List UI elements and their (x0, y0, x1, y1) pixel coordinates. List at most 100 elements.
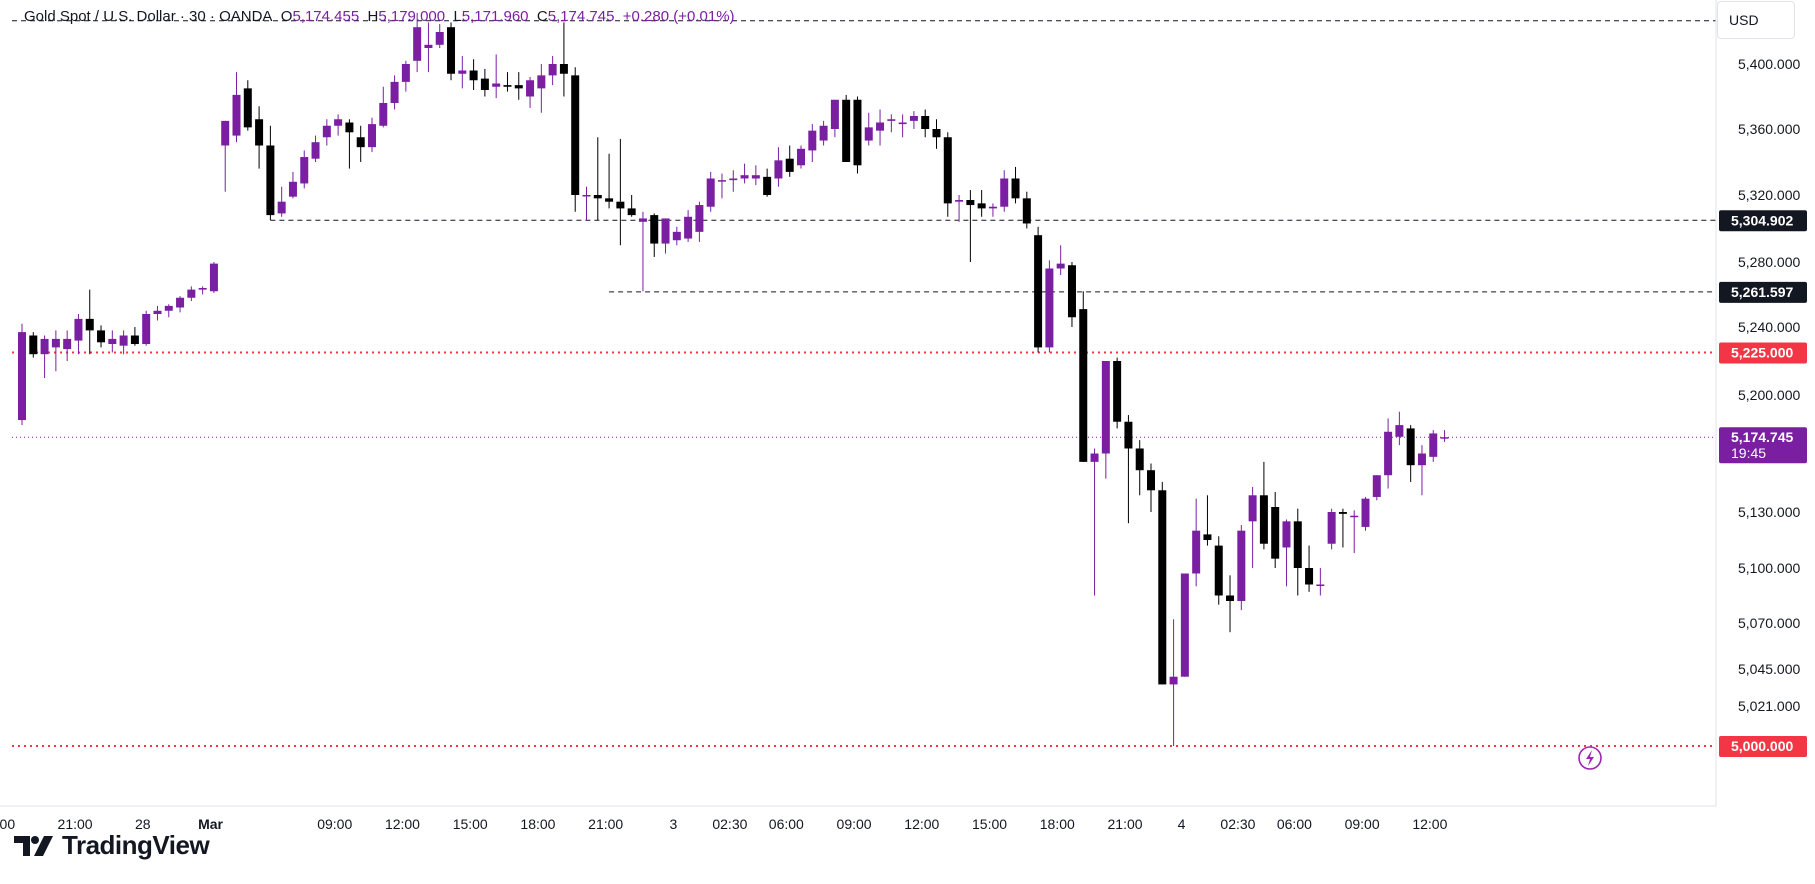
candle (729, 170, 738, 192)
candle-body (1079, 309, 1088, 462)
candle-body (1361, 498, 1370, 527)
candle (955, 195, 964, 222)
candle (887, 114, 896, 133)
candle (695, 201, 704, 242)
candle (1406, 425, 1415, 482)
candle (921, 109, 930, 138)
candle-body (492, 83, 501, 87)
candle (480, 68, 489, 97)
candle-body (1045, 268, 1054, 348)
candle (1282, 519, 1291, 587)
candle-body (616, 201, 625, 209)
candle-body (1395, 425, 1404, 437)
candle (119, 330, 128, 355)
candle-body (830, 99, 839, 129)
price-label-text: 5,000.000 (1731, 738, 1793, 754)
candle (1022, 191, 1031, 229)
time-tick-label: 06:00 (769, 816, 804, 832)
candle-body (672, 231, 681, 241)
alert-bolt-icon[interactable] (1578, 746, 1602, 770)
price-label-dark: 5,261.597 (1719, 281, 1807, 303)
candle (1124, 415, 1133, 524)
time-axis[interactable]: 00 21:00 28 Mar 09:00 12:00 15:00 18:00 21:00 3 02… (0, 816, 1448, 832)
candle (1372, 475, 1381, 501)
candle (514, 72, 523, 100)
time-tick-label: 15:00 (453, 816, 488, 832)
candle (672, 226, 681, 246)
candle (311, 135, 320, 162)
candle (1000, 170, 1009, 212)
time-tick-label: 12:00 (385, 816, 420, 832)
candle (1180, 573, 1189, 677)
price-tick-label: 5,070.000 (1738, 615, 1800, 631)
candle (255, 106, 264, 169)
candle (1429, 430, 1438, 462)
time-tick-label: Mar (198, 816, 223, 832)
candle-body (751, 175, 760, 179)
candle-body (932, 129, 941, 138)
candle (1079, 291, 1088, 462)
candle (1034, 226, 1043, 353)
candle-body (119, 335, 128, 346)
candle (29, 332, 38, 358)
candle-body (717, 180, 726, 182)
candle-body (1248, 495, 1257, 522)
price-tick-label: 5,045.000 (1738, 661, 1800, 677)
candle-body (187, 289, 196, 298)
candle-body (537, 75, 546, 89)
candle (988, 203, 997, 217)
high-value: 5,179.000 (378, 8, 446, 25)
candle (367, 117, 376, 153)
candle-body (1214, 545, 1223, 596)
candle-body (424, 44, 433, 48)
candle (853, 96, 862, 174)
candle-body (582, 195, 591, 197)
time-tick-label: 02:30 (1220, 816, 1255, 832)
price-label-bg (1719, 342, 1807, 364)
candle (401, 60, 410, 92)
currency-button[interactable]: USD (1717, 1, 1795, 39)
candle (582, 186, 591, 221)
candle (492, 54, 501, 99)
price-axis[interactable]: 5,400.000 5,360.000 5,320.000 5,280.000 5,24… (1738, 56, 1800, 714)
candle-body (977, 203, 986, 209)
candle (977, 190, 986, 217)
candle-body (18, 332, 26, 421)
candle (785, 145, 794, 177)
candle (51, 330, 60, 372)
candle-body (1259, 495, 1268, 544)
candle-body (413, 27, 422, 61)
candle (1361, 496, 1370, 531)
candle (797, 145, 806, 169)
price-label-alert: 5,000.000 (1719, 736, 1807, 757)
candle (819, 120, 828, 146)
candle-body (853, 99, 862, 166)
tradingview-logo[interactable]: TradingView (14, 830, 210, 861)
candle (638, 211, 647, 292)
candle-body (1158, 490, 1167, 685)
candle-body (763, 176, 772, 195)
candle-body (480, 78, 489, 90)
candle-body (97, 330, 106, 343)
close-label: C (536, 8, 548, 25)
candle (447, 22, 456, 81)
candle-body (1135, 448, 1144, 471)
candle-body (435, 32, 444, 45)
candle (130, 327, 139, 346)
price-tick-label: 5,130.000 (1738, 504, 1800, 520)
price-label-bg (1719, 427, 1807, 464)
candle-body (571, 75, 580, 195)
time-tick-label: 18:00 (1040, 816, 1075, 832)
candle (1214, 536, 1223, 605)
candle (1113, 357, 1122, 429)
candle (1226, 575, 1235, 633)
candle-body (650, 215, 659, 244)
price-axis-labels: 5,304.902 5,261.597 5,225.000 5,174.74519:4… (1719, 210, 1807, 757)
symbol-title: Gold Spot / U.S. Dollar · 30 · OANDA (24, 8, 273, 25)
candle-body (379, 103, 388, 126)
candle (1169, 619, 1178, 746)
candle-body (684, 216, 693, 239)
symbol-legend[interactable]: Gold Spot / U.S. Dollar · 30 · OANDA O5,… (24, 8, 735, 25)
candle-body (887, 119, 896, 121)
